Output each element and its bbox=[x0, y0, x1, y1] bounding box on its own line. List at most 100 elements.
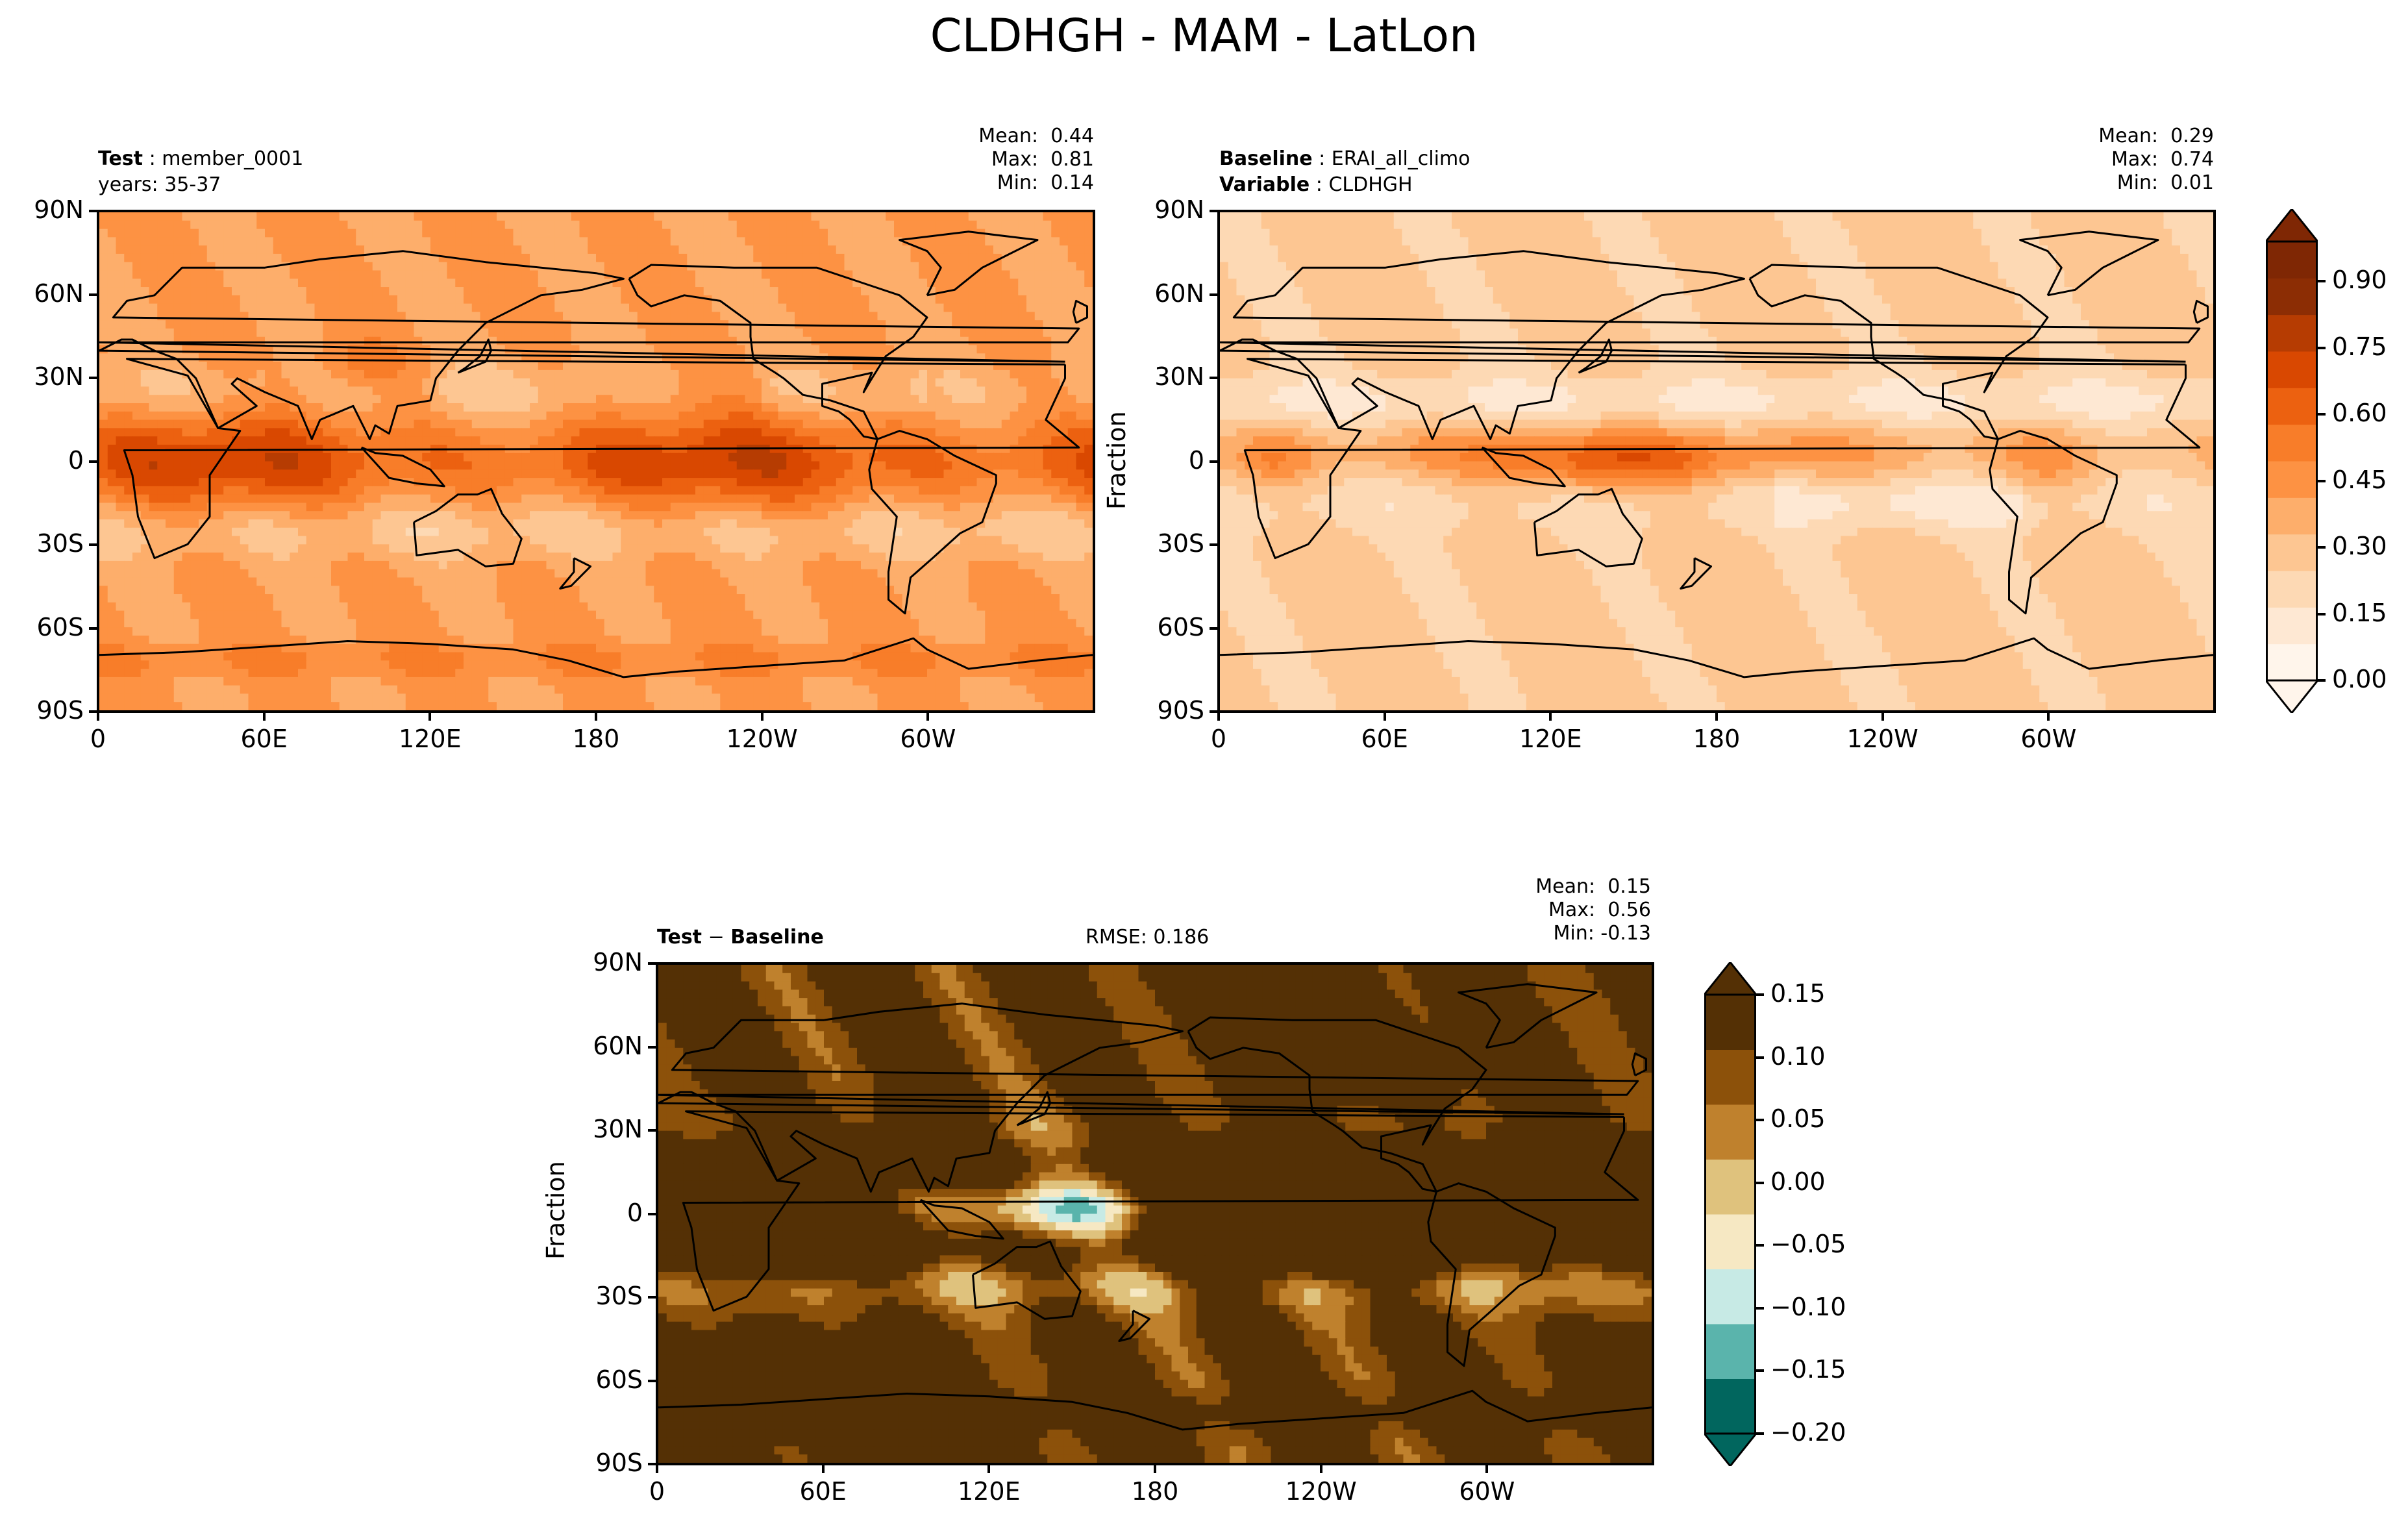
baseline-ytick-30S: 30S bbox=[1133, 529, 1204, 558]
test-xtick-mark bbox=[760, 713, 763, 721]
test-map-panel bbox=[97, 210, 1095, 713]
colorbar-swatch bbox=[1704, 1159, 1756, 1215]
test-ytick-mark bbox=[89, 293, 97, 296]
colorbar-swatch bbox=[2266, 571, 2318, 608]
colorbar-tick bbox=[1756, 993, 1764, 996]
baseline-xtick-mark bbox=[1549, 713, 1552, 721]
colorbar-extend-high bbox=[2263, 207, 2320, 243]
diff-map-panel bbox=[656, 962, 1654, 1465]
diff-label-bold: Test bbox=[657, 926, 702, 949]
colorbar-tick bbox=[1756, 1432, 1764, 1435]
test-ytick-0: 0 bbox=[12, 446, 84, 475]
baseline-label: Baseline : ERAI_all_climo bbox=[1219, 148, 1471, 170]
colorbar-label: −0.15 bbox=[1770, 1355, 1846, 1384]
colorbar-label: 0.00 bbox=[2332, 665, 2387, 693]
colorbar-swatch bbox=[2266, 242, 2318, 279]
diff-ylabel: Fraction bbox=[541, 1161, 570, 1260]
baseline-map-panel bbox=[1217, 210, 2216, 713]
baseline-ytick-mark bbox=[1210, 460, 1217, 463]
baseline-xtick-60E: 60E bbox=[1320, 725, 1450, 753]
colorbar-tick bbox=[2318, 612, 2326, 615]
colorbar-swatch bbox=[1704, 1104, 1756, 1160]
colorbar-top bbox=[2263, 207, 2320, 715]
colorbar-label: 0.75 bbox=[2332, 332, 2387, 361]
colorbar-label: −0.20 bbox=[1770, 1418, 1846, 1447]
baseline-xtick-60W: 60W bbox=[1983, 725, 2113, 753]
baseline-xtick-mark bbox=[2047, 713, 2050, 721]
test-ytick-60N: 60N bbox=[12, 279, 84, 308]
colorbar-swatch bbox=[1704, 1378, 1756, 1434]
diff-ytick-mark bbox=[648, 1463, 656, 1465]
colorbar-extend-high bbox=[1702, 960, 1759, 996]
diff-ytick-mark bbox=[648, 1379, 656, 1382]
colorbar-tick bbox=[1756, 1181, 1764, 1184]
baseline-xtick-mark bbox=[1881, 713, 1884, 721]
diff-label-minus: − bbox=[702, 926, 730, 949]
diff-xtick-180: 180 bbox=[1090, 1477, 1220, 1506]
test-label-rest: member_0001 bbox=[162, 147, 303, 170]
test-ytick-mark bbox=[89, 543, 97, 546]
colorbar-tick bbox=[2318, 679, 2326, 682]
diff-ytick-90S: 90S bbox=[571, 1448, 643, 1477]
test-xtick-mark bbox=[262, 713, 266, 721]
test-xtick-mark bbox=[926, 713, 930, 721]
colorbar-tick bbox=[1756, 1306, 1764, 1310]
test-years: years: 35-37 bbox=[98, 174, 221, 196]
diff-ytick-0: 0 bbox=[571, 1199, 643, 1227]
diff-xtick-120E: 120E bbox=[924, 1477, 1054, 1506]
baseline-xtick-120E: 120E bbox=[1485, 725, 1615, 753]
test-ytick-mark bbox=[89, 710, 97, 713]
colorbar-swatch bbox=[1704, 1214, 1756, 1269]
colorbar-diff-swatches bbox=[1702, 960, 1759, 1468]
diff-ytick-30N: 30N bbox=[571, 1115, 643, 1143]
colorbar-swatch bbox=[1704, 995, 1756, 1050]
baseline-ytick-mark bbox=[1210, 627, 1217, 630]
diff-ytick-60N: 60N bbox=[571, 1032, 643, 1060]
test-label-bold: Test bbox=[98, 147, 143, 170]
diff-ytick-mark bbox=[648, 1296, 656, 1299]
colorbar-swatch bbox=[2266, 314, 2318, 352]
test-xtick-60W: 60W bbox=[863, 725, 993, 753]
diff-xtick-0: 0 bbox=[592, 1477, 722, 1506]
field-cells bbox=[99, 212, 1093, 710]
baseline-xtick-mark bbox=[1383, 713, 1386, 721]
diff-heatmap bbox=[658, 965, 1652, 1463]
baseline-ytick-60N: 60N bbox=[1133, 279, 1204, 308]
baseline-xtick-0: 0 bbox=[1154, 725, 1284, 753]
diff-ytick-mark bbox=[648, 1129, 656, 1132]
test-xtick-mark bbox=[97, 713, 99, 721]
test-xtick-mark bbox=[595, 713, 597, 721]
test-xtick-60E: 60E bbox=[199, 725, 329, 753]
baseline-ytick-mark bbox=[1210, 377, 1217, 379]
baseline-stats: Mean: 0.29 Max: 0.74 Min: 0.01 bbox=[2016, 125, 2214, 195]
baseline-ytick-mark bbox=[1210, 210, 1217, 212]
diff-xtick-mark bbox=[987, 1465, 991, 1473]
baseline-ytick-90N: 90N bbox=[1133, 195, 1204, 224]
baseline-ytick-30N: 30N bbox=[1133, 362, 1204, 391]
test-xtick-mark bbox=[428, 713, 432, 721]
baseline-xtick-mark bbox=[1715, 713, 1718, 721]
baseline-ytick-0: 0 bbox=[1133, 446, 1204, 475]
colorbar-label: 0.45 bbox=[2332, 466, 2387, 494]
test-ytick-90N: 90N bbox=[12, 195, 84, 224]
diff-xtick-mark bbox=[1154, 1465, 1156, 1473]
colorbar-swatch bbox=[2266, 643, 2318, 681]
colorbar-extend-low bbox=[2263, 679, 2320, 715]
colorbar-label: 0.60 bbox=[2332, 399, 2387, 427]
colorbar-extend-low bbox=[1702, 1432, 1759, 1468]
colorbar-top-swatches bbox=[2263, 207, 2320, 715]
colorbar-swatch bbox=[2266, 351, 2318, 388]
colorbar-frame bbox=[1704, 993, 1756, 1435]
baseline-ytick-90S: 90S bbox=[1133, 696, 1204, 725]
baseline-ylabel: Fraction bbox=[1102, 411, 1131, 510]
test-heatmap bbox=[99, 212, 1093, 710]
colorbar-tick bbox=[2318, 280, 2326, 283]
diff-xtick-120W: 120W bbox=[1256, 1477, 1386, 1506]
variable-label-bold: Variable bbox=[1219, 173, 1310, 196]
test-ytick-60S: 60S bbox=[12, 613, 84, 641]
test-xtick-180: 180 bbox=[531, 725, 661, 753]
diff-ytick-mark bbox=[648, 1045, 656, 1049]
field-cells bbox=[1220, 212, 2213, 710]
baseline-label-bold: Baseline bbox=[1219, 147, 1313, 170]
colorbar-swatch bbox=[2266, 461, 2318, 498]
